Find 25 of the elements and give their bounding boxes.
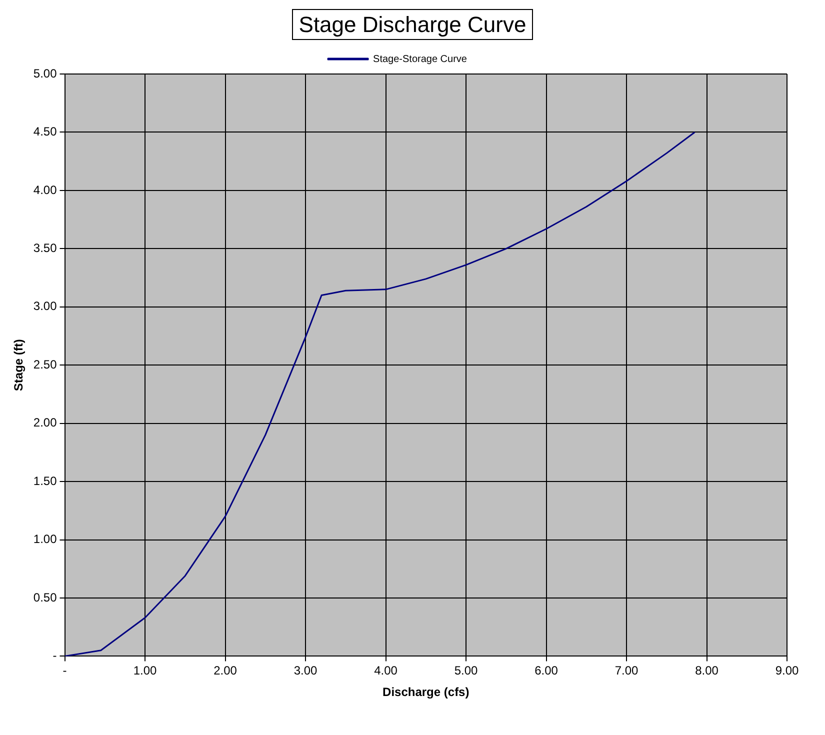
chart-title: Stage Discharge Curve <box>292 9 534 40</box>
x-tick-label: - <box>62 664 67 678</box>
x-tick-label: 5.00 <box>454 664 478 678</box>
y-axis-title: Stage (ft) <box>12 339 26 392</box>
y-tick-label: 4.00 <box>33 182 58 197</box>
y-tick-label: - <box>52 648 57 663</box>
y-tick-label: 2.00 <box>33 416 58 430</box>
y-tick-label: 1.50 <box>33 474 58 488</box>
x-tick-label: 1.00 <box>133 664 158 678</box>
y-tick-label: 1.00 <box>33 532 58 546</box>
y-tick-label: 3.00 <box>33 299 58 314</box>
x-tick-label: 7.00 <box>614 664 639 678</box>
x-tick-label: 2.00 <box>214 664 238 678</box>
x-axis-title: Discharge (cfs) <box>382 685 470 700</box>
x-tick-label: 4.00 <box>374 664 398 678</box>
x-tick-label: 8.00 <box>695 664 719 678</box>
x-tick-label: 9.00 <box>775 664 799 678</box>
legend-label: Stage-Storage Curve <box>373 54 468 65</box>
x-tick-label: 6.00 <box>534 664 558 678</box>
y-tick-label: 4.50 <box>33 124 58 139</box>
y-tick-label: 0.50 <box>33 590 58 604</box>
y-tick-label: 2.50 <box>33 357 58 372</box>
x-tick-label: 3.00 <box>294 664 318 678</box>
y-tick-label: 3.50 <box>33 240 58 255</box>
y-tick-label: 5.00 <box>33 66 58 80</box>
